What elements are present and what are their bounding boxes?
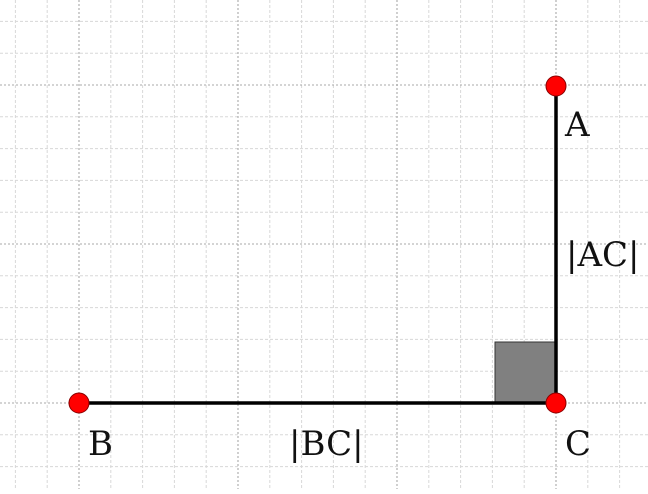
point-c-label: C [565, 424, 591, 464]
segment-ac-label: |AC| [566, 235, 639, 275]
point-c[interactable] [545, 392, 567, 414]
point-a[interactable] [545, 75, 567, 97]
segment-bc-label: |BC| [289, 424, 364, 464]
point-b-label: B [88, 424, 113, 464]
right-angle-marker [494, 341, 557, 404]
point-b[interactable] [68, 392, 90, 414]
point-a-label: A [564, 105, 590, 145]
